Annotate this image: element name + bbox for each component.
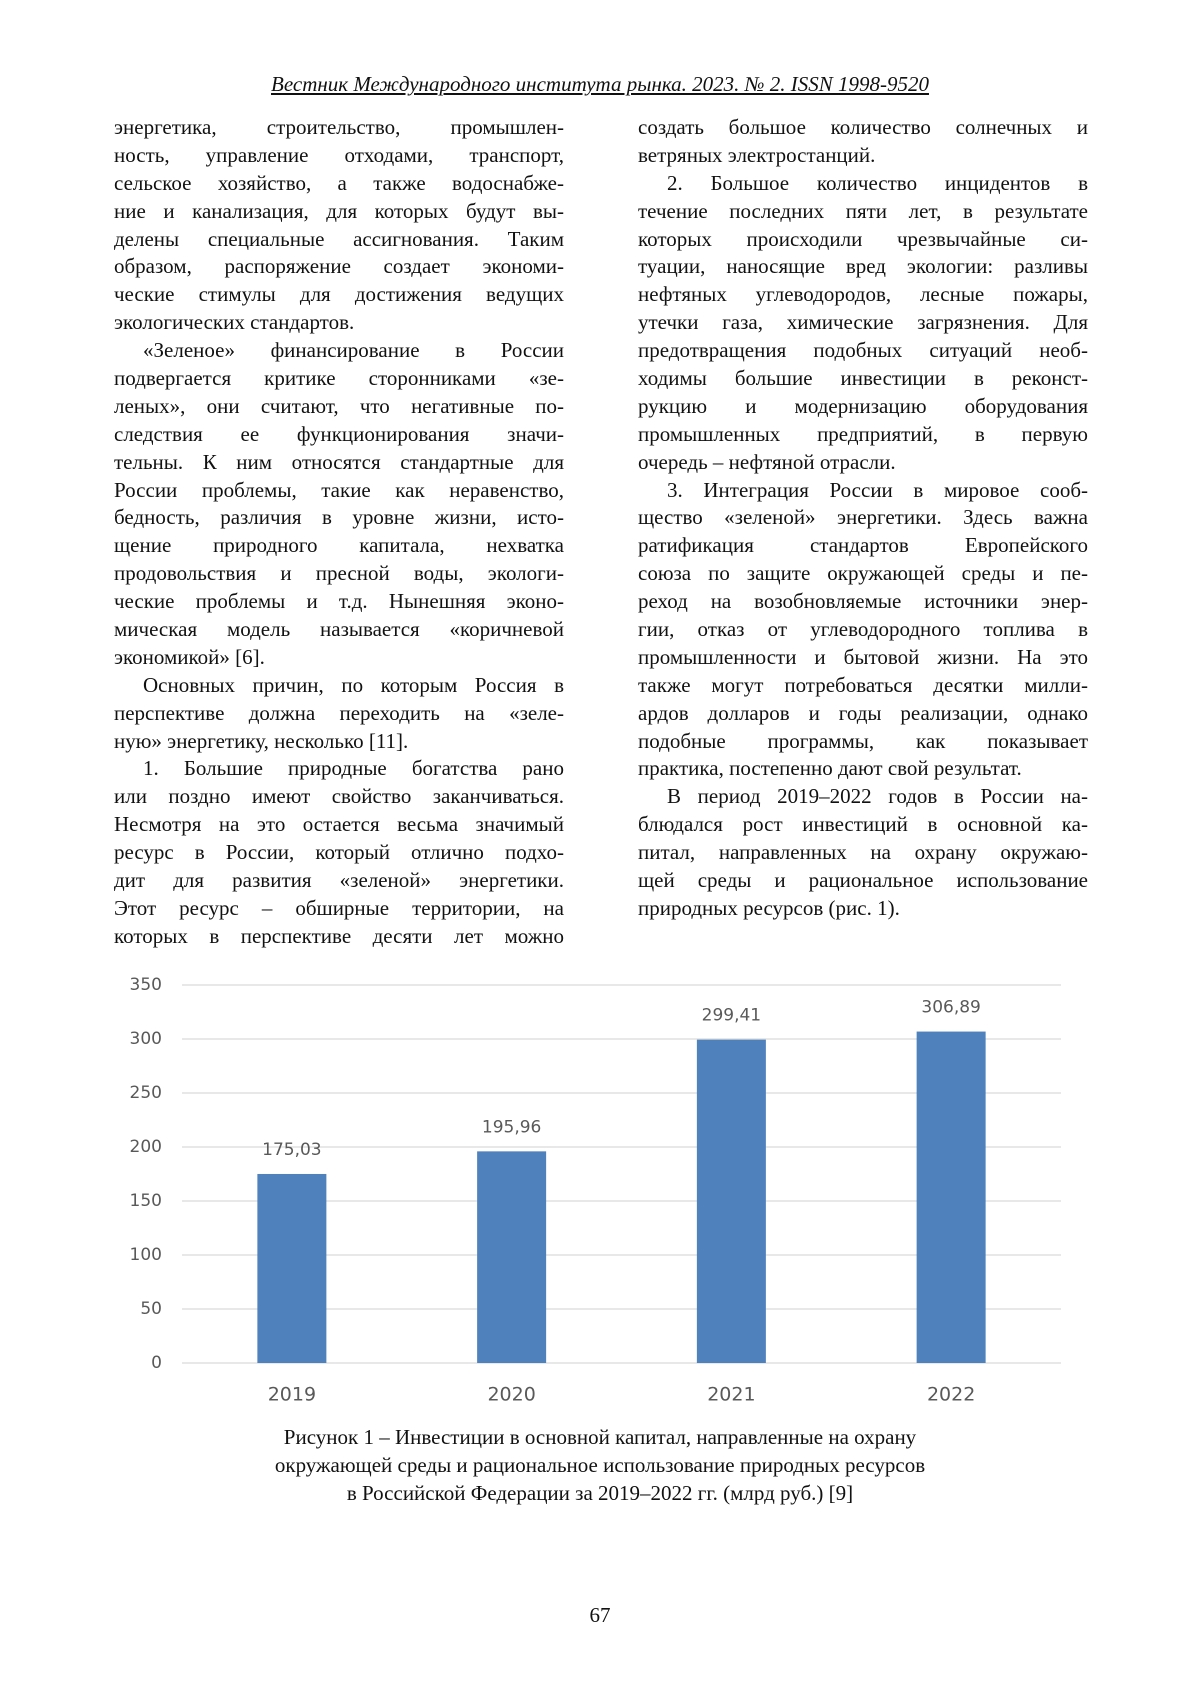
bar — [696, 1039, 766, 1363]
text-line: предотвращения подобных ситуаций необ- — [638, 338, 1088, 363]
figure-caption: Рисунок 1 – Инвестиции в основной капита… — [0, 1424, 1200, 1508]
value-label: 306,89 — [921, 998, 980, 1018]
caption-line: окружающей среды и рациональное использо… — [274, 1452, 926, 1477]
bar — [916, 1031, 986, 1363]
text-line: блюдался рост инвестиций в основной ка- — [638, 812, 1088, 837]
text-line: дит для развития «зеленой» энергетики. — [114, 868, 564, 893]
y-tick-label: 250 — [130, 1083, 162, 1103]
text-line: подвергается критике сторонниками «зе- — [114, 366, 564, 391]
text-line: леных», они считают, что негативные по- — [114, 393, 564, 418]
x-tick-label: 2019 — [268, 1384, 316, 1406]
bar — [477, 1151, 547, 1363]
text-line: течение последних пяти лет, в результате — [638, 198, 1088, 223]
value-label: 299,41 — [702, 1006, 761, 1026]
text-line: реход на возобновляемые источники энер- — [638, 589, 1088, 614]
y-tick-label: 200 — [130, 1137, 162, 1157]
x-tick-label: 2020 — [487, 1384, 535, 1406]
caption-line: в Российской Федерации за 2019–2022 гг. … — [346, 1480, 854, 1505]
text-line: перспективе должна переходить на «зеле- — [114, 700, 564, 725]
text-line: союза по защите окружающей среды и пе- — [638, 561, 1088, 586]
x-tick-label: 2022 — [927, 1384, 975, 1406]
text-line: создать большое количество солнечных и — [638, 115, 1088, 139]
text-line: питал, направленных на охрану окружаю- — [638, 840, 1088, 865]
text-line: «Зеленое» финансирование в России — [143, 338, 564, 363]
text-line: 2. Большое количество инцидентов в — [667, 170, 1088, 195]
y-tick-label: 100 — [130, 1245, 162, 1265]
text-line: ческие проблемы и т.д. Нынешняя эконо- — [114, 589, 564, 614]
text-line: щей среды и рациональное использование — [638, 868, 1088, 893]
text-line: ность, управление отходами, транспорт, — [114, 142, 564, 167]
y-tick-label: 350 — [130, 975, 162, 995]
text-line: ходимы большие инвестиции в реконст- — [638, 366, 1088, 391]
text-line: рукцию и модернизацию оборудования — [638, 393, 1088, 418]
text-line: мическая модель называется «коричневой — [114, 617, 564, 642]
text-line: Несмотря на это остается весьма значимый — [114, 812, 564, 837]
text-line: ветряных электростанций. — [638, 142, 876, 167]
text-line: щение природного капитала, нехватка — [114, 533, 564, 558]
text-line: также могут потребоваться десятки милли- — [638, 672, 1088, 697]
left-column: энергетика, строительство, промышлен-нос… — [114, 114, 564, 951]
text-line: промышленных предприятий, в первую — [638, 421, 1088, 446]
text-line: энергетика, строительство, промышлен- — [114, 115, 564, 139]
text-line: нефтяных углеводородов, лесные пожары, — [638, 282, 1088, 307]
text-line: ние и канализация, для которых будут вы- — [114, 198, 564, 223]
text-line: 1. Большие природные богатства рано — [143, 756, 564, 781]
text-line: природных ресурсов (рис. 1). — [638, 895, 900, 920]
text-line: очередь – нефтяной отрасли. — [638, 449, 896, 474]
text-line: которых происходили чрезвычайные си- — [638, 226, 1088, 251]
text-line: которых в перспективе десяти лет можно — [114, 923, 564, 948]
text-line: ратификация стандартов Европейского — [638, 533, 1088, 558]
y-tick-label: 50 — [140, 1299, 162, 1319]
text-line: ардов долларов и годы реализации, однако — [638, 700, 1088, 725]
text-line: промышленности и бытовой жизни. На это — [638, 644, 1088, 669]
text-line: утечки газа, химические загрязнения. Для — [638, 310, 1088, 335]
journal-header: Вестник Международного института рынка. … — [271, 72, 929, 96]
text-line: В период 2019–2022 годов в России на- — [667, 784, 1088, 809]
value-label: 175,03 — [262, 1140, 321, 1160]
text-line: или поздно имеют свойство заканчиваться. — [114, 784, 564, 809]
text-line: бедность, различия в уровне жизни, исто- — [114, 505, 564, 530]
text-line: тельны. К ним относятся стандартные для — [114, 449, 564, 474]
caption-line: Рисунок 1 – Инвестиции в основной капита… — [283, 1425, 917, 1449]
text-line: подобные программы, как показывает — [638, 728, 1088, 753]
y-tick-label: 300 — [130, 1029, 162, 1049]
text-line: 3. Интеграция России в мировое сооб- — [667, 477, 1088, 502]
text-line: продовольствия и пресной воды, экологи- — [114, 561, 564, 586]
text-line: щество «зеленой» энергетики. Здесь важна — [638, 505, 1088, 530]
text-line: экологических стандартов. — [114, 310, 355, 335]
text-line: экономикой» [6]. — [114, 644, 265, 669]
text-line: делены специальные ассигнования. Таким — [114, 226, 564, 251]
text-line: туации, наносящие вред экологии: разливы — [638, 254, 1088, 279]
text-line: России проблемы, такие как неравенство, — [114, 477, 564, 502]
text-line: сельское хозяйство, а также водоснабже- — [114, 170, 564, 195]
x-tick-label: 2021 — [707, 1384, 755, 1406]
text-line: ресурс в России, который отлично подхо- — [114, 840, 564, 865]
y-tick-label: 150 — [130, 1191, 162, 1211]
bar — [257, 1173, 327, 1363]
text-line: Основных причин, по которым Россия в — [143, 672, 564, 697]
text-line: Этот ресурс – обширные территории, на — [114, 895, 564, 920]
text-line: гии, отказ от углеводородного топлива в — [638, 617, 1088, 642]
text-line: ную» энергетику, несколько [11]. — [114, 728, 409, 753]
y-tick-label: 0 — [151, 1353, 162, 1373]
right-column: создать большое количество солнечных и ве… — [638, 114, 1088, 923]
value-label: 195,96 — [482, 1117, 541, 1137]
page-number: 67 — [589, 1603, 611, 1627]
chart: 0 50 100 150 200 250 300 350 2019 175,03 2020 195,9… — [130, 975, 1061, 1406]
text-line: образом, распоряжение создает экономи- — [114, 254, 564, 279]
text-line: следствия ее функционирования значи- — [114, 421, 564, 446]
text-line: практика, постепенно дают свой результат… — [638, 756, 1022, 781]
text-line: ческие стимулы для достижения ведущих — [114, 282, 564, 307]
